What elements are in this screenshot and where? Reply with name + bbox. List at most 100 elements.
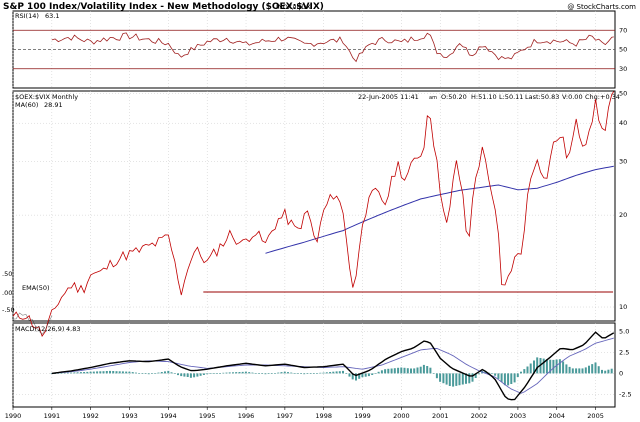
macd-histogram-bar	[63, 372, 66, 374]
macd-histogram-bar	[516, 373, 519, 377]
grid-lines	[12, 11, 615, 407]
macd-histogram-bar	[355, 373, 357, 381]
macd-histogram-bar	[83, 372, 86, 374]
macd-histogram-bar	[254, 373, 257, 374]
macd-histogram-bar	[335, 371, 338, 374]
macd-histogram-bar	[397, 367, 400, 374]
macd-histogram-bar	[267, 373, 270, 374]
quote-date: 22-Jun-2005 11:41	[358, 93, 419, 101]
macd-histogram-bar	[209, 373, 212, 374]
macd-histogram-bar	[384, 369, 387, 374]
macd-histogram-bar	[131, 372, 134, 374]
macd-histogram-bar	[134, 372, 137, 374]
macd-histogram-bar	[125, 371, 128, 374]
x-axis-label: 1997	[277, 412, 294, 420]
macd-histogram-bar	[332, 371, 335, 374]
rsi-tick-50: 50	[619, 46, 627, 54]
x-axis-label: 1994	[160, 412, 177, 420]
x-axis-label: 1993	[121, 412, 138, 420]
macd-histogram-bar	[345, 373, 348, 374]
macd-histogram-bar	[523, 369, 526, 374]
macd-histogram-bar	[558, 359, 561, 374]
macd-histogram-bar	[287, 372, 289, 374]
macd-value: 4.83	[66, 325, 80, 333]
macd-histogram-bar	[565, 364, 568, 374]
macd-histogram-bar	[387, 368, 390, 374]
macd-histogram-bar	[79, 372, 82, 374]
macd-histogram-bar	[591, 364, 594, 374]
macd-histogram-bar	[465, 373, 467, 384]
macd-histogram-bar	[121, 371, 124, 374]
price-line-early	[12, 312, 53, 335]
price-line	[12, 91, 615, 337]
macd-histogram-bar	[225, 372, 228, 374]
macd-histogram-bar	[228, 372, 231, 374]
macd-histogram-bar	[549, 359, 552, 374]
macd-histogram-bar	[494, 373, 497, 376]
x-axis-label: 1991	[44, 412, 61, 420]
macd-histogram-bar	[157, 372, 160, 374]
macd-histogram-bar	[374, 373, 377, 374]
macd-histogram-bar	[419, 366, 422, 374]
macd-histogram-bar	[452, 373, 455, 387]
quote-high: H:51.10	[471, 93, 497, 101]
macd-histogram-bar	[581, 368, 584, 374]
macd-histogram-bar	[413, 368, 416, 374]
macd-histogram-bar	[568, 366, 571, 374]
macd-histogram-bar	[377, 371, 380, 374]
macd-histogram-bar	[118, 371, 121, 374]
macd-histogram-bar	[390, 368, 393, 374]
macd-histogram-bar	[296, 373, 299, 374]
macd-histogram-bar	[555, 359, 558, 374]
macd-histogram-bar	[545, 359, 548, 374]
macd-histogram-bar	[280, 372, 283, 374]
macd-histogram-bar	[151, 373, 154, 374]
macd-histogram-bar	[510, 373, 513, 384]
macd-histogram-bar	[109, 370, 111, 374]
quote-change-label: Chg:	[585, 93, 600, 101]
x-axis-label: 2000	[393, 412, 410, 420]
price-tick-20: 20	[619, 211, 627, 219]
macd-tick-2-5: 2.5	[619, 348, 629, 356]
ma-value: 28.91	[44, 101, 63, 109]
macd-histogram-bar	[348, 373, 351, 377]
macd-histogram-bar	[325, 372, 328, 374]
macd-histogram-bar	[183, 373, 186, 377]
macd-histogram-bar	[160, 372, 163, 374]
macd-histogram-bar	[588, 365, 590, 374]
macd-histogram-bar	[406, 368, 409, 374]
macd-histogram-bar	[439, 373, 442, 382]
price-right-ticks: 50 40 30 20 10	[619, 90, 627, 311]
macd-tick-5: 5.0	[619, 327, 629, 335]
macd-histogram-bar	[206, 373, 209, 375]
macd-histogram-bar	[358, 373, 361, 379]
macd-histogram-bar	[164, 371, 166, 374]
macd-histogram-bar	[309, 373, 312, 374]
macd-histogram-bar	[500, 373, 503, 382]
macd-histogram-bar	[410, 368, 412, 374]
macd-histogram-bar	[141, 373, 144, 374]
macd-histogram-bar	[380, 370, 383, 374]
x-axis-label: 1990	[5, 412, 22, 420]
macd-histogram-bar	[601, 369, 603, 374]
macd-histogram-bar	[303, 373, 306, 375]
macd-histogram-bar	[261, 373, 264, 374]
macd-tick-0: 0	[619, 369, 623, 377]
macd-histogram-bar	[50, 373, 53, 374]
macd-histogram-bar	[219, 373, 221, 374]
macd-histogram-bar	[257, 373, 260, 374]
macd-histogram-bar	[468, 373, 471, 384]
rsi-value: 63.1	[45, 12, 59, 20]
macd-histogram-bar	[342, 370, 344, 374]
macd-histogram-bar	[290, 372, 293, 374]
macd-histogram-bar	[99, 371, 102, 374]
x-axis-label: 2001	[432, 412, 449, 420]
macd-histogram-bar	[128, 371, 131, 374]
macd-histogram-bar	[60, 373, 63, 374]
x-axis-label: 2003	[510, 412, 527, 420]
macd-histogram-bar	[422, 364, 425, 374]
macd-label: MACD(12,26,9)	[15, 325, 64, 333]
macd-histogram-bar	[503, 373, 506, 386]
rsi-label: RSI(14)	[15, 12, 39, 20]
macd-histogram-bar	[371, 373, 374, 375]
